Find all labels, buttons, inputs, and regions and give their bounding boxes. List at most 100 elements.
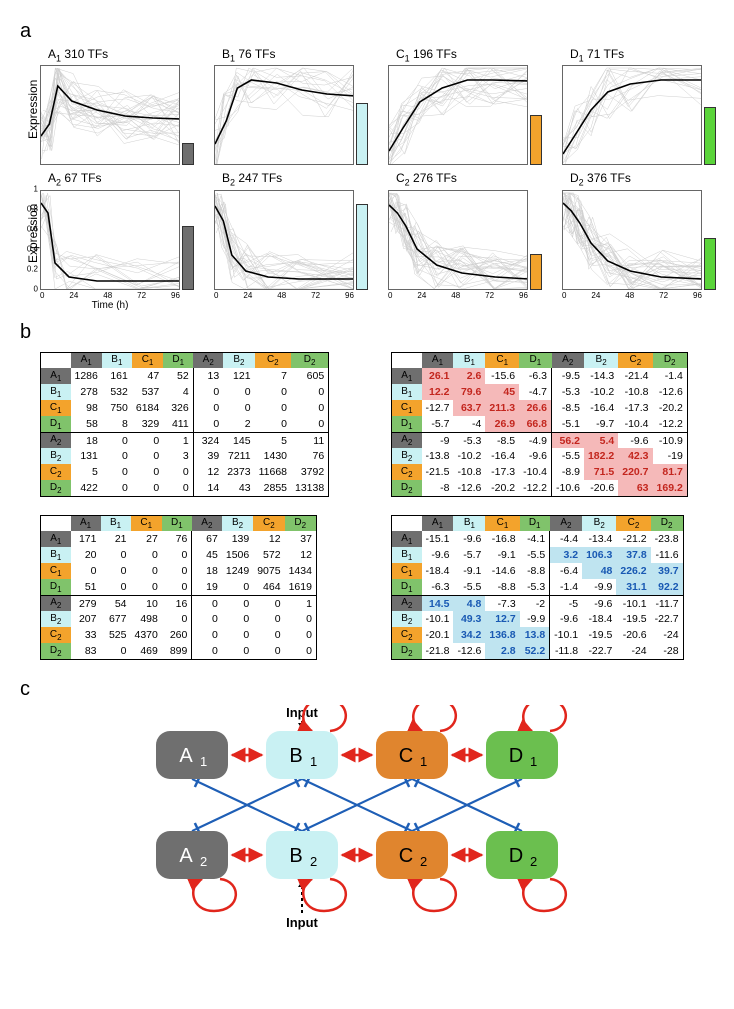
cell: -4.7	[519, 384, 551, 400]
node-sub: 1	[530, 754, 537, 769]
cell: -11.6	[651, 547, 683, 563]
col-header: D1	[520, 515, 550, 531]
cluster-color-bar	[182, 226, 194, 290]
cell: 66.8	[519, 416, 551, 432]
cell: 422	[71, 480, 102, 496]
chart-svg	[388, 190, 528, 290]
cell: 0	[71, 563, 101, 579]
cell: -20.6	[584, 480, 618, 496]
inhibition-edge	[417, 781, 522, 830]
cell: -15.6	[485, 368, 519, 384]
cell: 18	[71, 432, 102, 448]
row-header: B2	[392, 448, 422, 464]
cell: 532	[102, 384, 132, 400]
cell: 220.7	[618, 464, 652, 480]
cell: -5	[550, 595, 582, 611]
cell: 0	[193, 400, 223, 416]
cell: 0	[162, 579, 192, 595]
cell: 0	[285, 611, 317, 627]
cell: 226.2	[616, 563, 650, 579]
cell: -13.8	[422, 448, 454, 464]
y-ticks: 00.20.40.60.81	[22, 189, 40, 289]
cell: 0	[101, 579, 131, 595]
cell: 0	[131, 547, 162, 563]
row-header: C1	[392, 400, 422, 416]
cell: 0	[291, 400, 329, 416]
cell: 0	[162, 611, 192, 627]
cell: 42.3	[618, 448, 652, 464]
cell: -10.8	[453, 464, 485, 480]
cell: 39.7	[651, 563, 683, 579]
cell: -5.5	[552, 448, 584, 464]
cell: 0	[132, 480, 163, 496]
cell: 6184	[132, 400, 163, 416]
cell: -19.5	[616, 611, 650, 627]
cluster-color-bar	[704, 107, 716, 165]
col-header: D2	[651, 515, 683, 531]
chart-title: B1 76 TFs	[222, 47, 374, 63]
cell: -10.4	[519, 464, 551, 480]
row-header: D1	[41, 416, 71, 432]
cell: 0	[255, 416, 291, 432]
cell: 4	[163, 384, 193, 400]
chart-title: A2 67 TFs	[48, 171, 200, 187]
node-label: B	[289, 845, 302, 867]
cell: 329	[132, 416, 163, 432]
cell: -1.4	[653, 368, 688, 384]
cell: -2	[520, 595, 550, 611]
cell: -15.1	[422, 531, 454, 547]
col-header: C2	[253, 515, 284, 531]
node-label: A	[179, 745, 193, 767]
x-axis-label: Time (h)	[40, 300, 180, 311]
row-header: D1	[392, 416, 422, 432]
cell: 498	[131, 611, 162, 627]
row-header: C1	[41, 563, 71, 579]
cell: 56.2	[552, 432, 584, 448]
cell: 4.8	[453, 595, 485, 611]
cell: -5.3	[453, 432, 485, 448]
cell: 326	[163, 400, 193, 416]
cell: -12.7	[422, 400, 454, 416]
self-loop	[413, 879, 456, 911]
cell: 169.2	[653, 480, 688, 496]
cell: 3792	[291, 464, 329, 480]
inhibition-edge	[197, 781, 302, 830]
chart-D1: D1 71 TFs	[562, 47, 722, 165]
cell: 45	[485, 384, 519, 400]
cell: 21	[101, 531, 131, 547]
row-header: A2	[392, 595, 422, 611]
row-header: B1	[41, 384, 71, 400]
cell: -8	[422, 480, 454, 496]
cell: 92.2	[651, 579, 683, 595]
chart-svg	[214, 190, 354, 290]
cell: -20.6	[616, 627, 650, 643]
cell: 572	[253, 547, 284, 563]
chart-title: C1 196 TFs	[396, 47, 548, 63]
cell: -16.8	[485, 531, 519, 547]
row-header: D1	[392, 579, 422, 595]
chart-title: D2 376 TFs	[570, 171, 722, 187]
cell: 43	[223, 480, 254, 496]
cell: -4.1	[520, 531, 550, 547]
cell: 0	[192, 611, 222, 627]
inhibition-edge	[302, 781, 407, 830]
cell: 12.2	[422, 384, 454, 400]
cell: -5.7	[422, 416, 454, 432]
cell: -9.1	[453, 563, 485, 579]
panel-c-label: c	[20, 678, 714, 701]
cell: -6.4	[550, 563, 582, 579]
cell: -12.2	[519, 480, 551, 496]
row-header: C2	[41, 464, 71, 480]
cell: -22.7	[651, 611, 683, 627]
cell: -9.6	[453, 531, 485, 547]
cell: -10.1	[550, 627, 582, 643]
cluster-color-bar	[530, 115, 542, 165]
cell: -5.3	[520, 579, 550, 595]
cell: 0	[163, 464, 193, 480]
cell: 16	[162, 595, 192, 611]
cell: 525	[101, 627, 131, 643]
row-header: B2	[392, 611, 422, 627]
cell: 26.6	[519, 400, 551, 416]
cell: 411	[163, 416, 193, 432]
cell: -9.6	[550, 611, 582, 627]
